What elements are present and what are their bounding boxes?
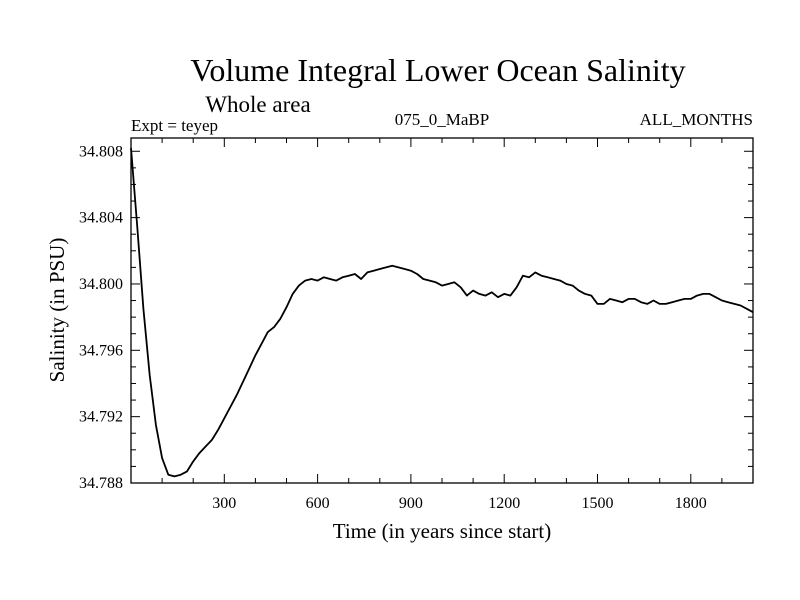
chart-title: Volume Integral Lower Ocean Salinity bbox=[190, 52, 685, 88]
salinity-series-line bbox=[130, 147, 754, 478]
y-axis-tick-labels: 34.788 34.792 34.796 34.800 34.804 34.808 bbox=[79, 143, 123, 492]
y-tick-label: 34.788 bbox=[79, 475, 123, 492]
y-tick-label: 34.808 bbox=[79, 143, 123, 160]
x-tick-label: 1200 bbox=[488, 495, 520, 512]
x-tick-label: 900 bbox=[399, 495, 423, 512]
axis-ticks bbox=[131, 138, 753, 484]
y-tick-label: 34.804 bbox=[79, 210, 123, 227]
x-axis-tick-labels: 300 600 900 1200 1500 1800 bbox=[212, 495, 707, 512]
run-id-label: 075_0_MaBP bbox=[395, 110, 489, 129]
y-tick-label: 34.792 bbox=[79, 409, 123, 426]
months-label: ALL_MONTHS bbox=[640, 110, 753, 129]
x-tick-label: 1500 bbox=[582, 495, 614, 512]
y-tick-label: 34.796 bbox=[79, 342, 123, 359]
x-axis-label: Time (in years since start) bbox=[333, 519, 552, 543]
x-tick-label: 600 bbox=[306, 495, 330, 512]
plot-frame bbox=[130, 137, 754, 484]
y-tick-label: 34.800 bbox=[79, 276, 123, 293]
x-tick-label: 300 bbox=[212, 495, 236, 512]
x-tick-label: 1800 bbox=[675, 495, 707, 512]
chart-subtitle: Whole area bbox=[205, 92, 310, 117]
y-axis-label: Salinity (in PSU) bbox=[45, 238, 69, 383]
experiment-label: Expt = teyep bbox=[131, 116, 218, 135]
